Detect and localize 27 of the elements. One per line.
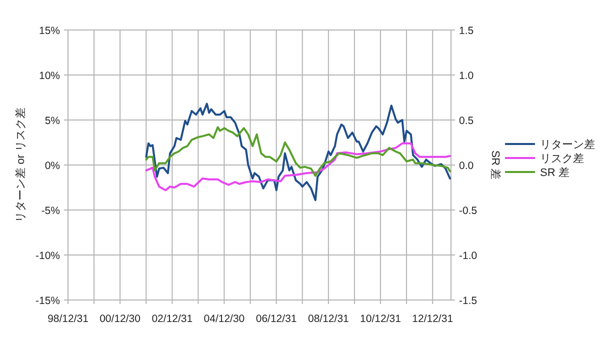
x-tick-label: 12/12/31 xyxy=(412,313,454,325)
y2-tick-label: -1.0 xyxy=(459,250,478,262)
y-tick-label: -10% xyxy=(35,250,60,262)
y2-tick-label: -0.5 xyxy=(459,205,478,217)
y2-tick-label: 0.0 xyxy=(459,160,474,172)
y2-tick-label: 0.5 xyxy=(459,115,474,127)
x-tick-label: 04/12/30 xyxy=(204,313,245,325)
y2-tick-label: -1.5 xyxy=(459,295,478,307)
y2-tick-label: 1.0 xyxy=(459,70,474,82)
x-tick-label: 08/12/31 xyxy=(308,313,350,325)
x-tick-label: 10/12/31 xyxy=(360,313,402,325)
x-tick-label: 98/12/31 xyxy=(48,313,89,325)
x-tick-label: 06/12/31 xyxy=(256,313,297,325)
y2-tick-label: 1.5 xyxy=(459,25,474,37)
y-tick-label: -5% xyxy=(41,205,60,217)
y-tick-label: 10% xyxy=(38,70,60,82)
y-tick-label: 5% xyxy=(44,115,60,127)
legend-label: SR 差 xyxy=(540,167,570,179)
x-tick-label: 02/12/31 xyxy=(152,313,193,325)
y-axis-title: リターン差 or リスク差 xyxy=(15,108,27,222)
y-tick-label: 15% xyxy=(38,25,60,37)
y2-axis-title: SR 差 xyxy=(489,150,501,180)
y-tick-label: -15% xyxy=(35,295,60,307)
legend-label: リスク差 xyxy=(540,153,584,165)
legend-label: リターン差 xyxy=(540,139,595,151)
y-tick-label: 0% xyxy=(44,160,60,172)
x-tick-label: 00/12/30 xyxy=(100,313,141,325)
